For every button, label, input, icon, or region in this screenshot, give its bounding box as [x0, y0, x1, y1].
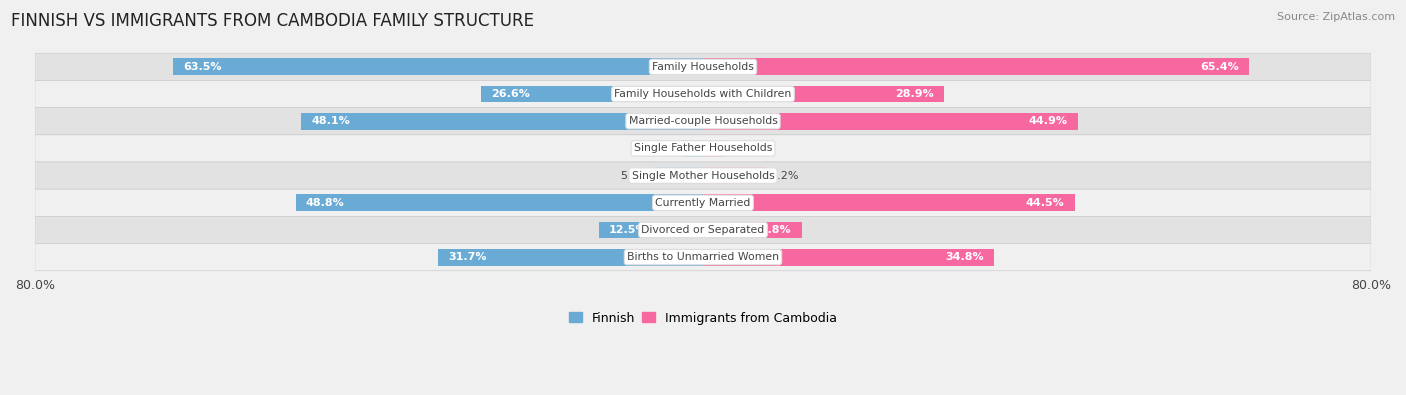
Text: Divorced or Separated: Divorced or Separated	[641, 225, 765, 235]
Text: Single Father Households: Single Father Households	[634, 143, 772, 153]
Bar	[703, 140, 725, 157]
Bar	[173, 58, 703, 75]
Text: FINNISH VS IMMIGRANTS FROM CAMBODIA FAMILY STRUCTURE: FINNISH VS IMMIGRANTS FROM CAMBODIA FAMI…	[11, 12, 534, 30]
Bar	[295, 194, 703, 211]
Bar	[301, 113, 703, 130]
FancyBboxPatch shape	[35, 135, 1371, 162]
Bar	[439, 249, 703, 265]
Bar	[703, 222, 801, 238]
Bar	[655, 167, 703, 184]
FancyBboxPatch shape	[35, 216, 1371, 244]
Bar	[599, 222, 703, 238]
Text: 12.5%: 12.5%	[609, 225, 647, 235]
Text: Single Mother Households: Single Mother Households	[631, 171, 775, 181]
Text: Married-couple Households: Married-couple Households	[628, 116, 778, 126]
Text: 11.8%: 11.8%	[752, 225, 792, 235]
FancyBboxPatch shape	[35, 162, 1371, 189]
Text: Births to Unmarried Women: Births to Unmarried Women	[627, 252, 779, 262]
Text: Source: ZipAtlas.com: Source: ZipAtlas.com	[1277, 12, 1395, 22]
FancyBboxPatch shape	[35, 81, 1371, 107]
Text: 2.7%: 2.7%	[733, 143, 761, 153]
Text: Currently Married: Currently Married	[655, 198, 751, 208]
Bar	[703, 58, 1249, 75]
Bar	[683, 140, 703, 157]
Bar	[481, 86, 703, 102]
Text: 44.9%: 44.9%	[1029, 116, 1069, 126]
Text: Family Households: Family Households	[652, 62, 754, 72]
Bar	[703, 86, 945, 102]
FancyBboxPatch shape	[35, 53, 1371, 81]
Bar	[703, 167, 763, 184]
Text: 26.6%: 26.6%	[491, 89, 530, 99]
Text: 44.5%: 44.5%	[1026, 198, 1064, 208]
Text: 5.7%: 5.7%	[620, 171, 648, 181]
Text: 63.5%: 63.5%	[183, 62, 221, 72]
Text: 34.8%: 34.8%	[945, 252, 984, 262]
Bar	[703, 249, 994, 265]
Text: 31.7%: 31.7%	[449, 252, 486, 262]
Text: 65.4%: 65.4%	[1201, 62, 1239, 72]
Bar	[703, 113, 1078, 130]
Text: 7.2%: 7.2%	[770, 171, 799, 181]
Bar	[703, 194, 1074, 211]
Text: Family Households with Children: Family Households with Children	[614, 89, 792, 99]
FancyBboxPatch shape	[35, 244, 1371, 271]
Text: 28.9%: 28.9%	[896, 89, 935, 99]
Text: 48.8%: 48.8%	[305, 198, 344, 208]
Text: 2.4%: 2.4%	[648, 143, 676, 153]
Text: 48.1%: 48.1%	[311, 116, 350, 126]
Legend: Finnish, Immigrants from Cambodia: Finnish, Immigrants from Cambodia	[564, 307, 842, 329]
FancyBboxPatch shape	[35, 107, 1371, 135]
FancyBboxPatch shape	[35, 189, 1371, 216]
